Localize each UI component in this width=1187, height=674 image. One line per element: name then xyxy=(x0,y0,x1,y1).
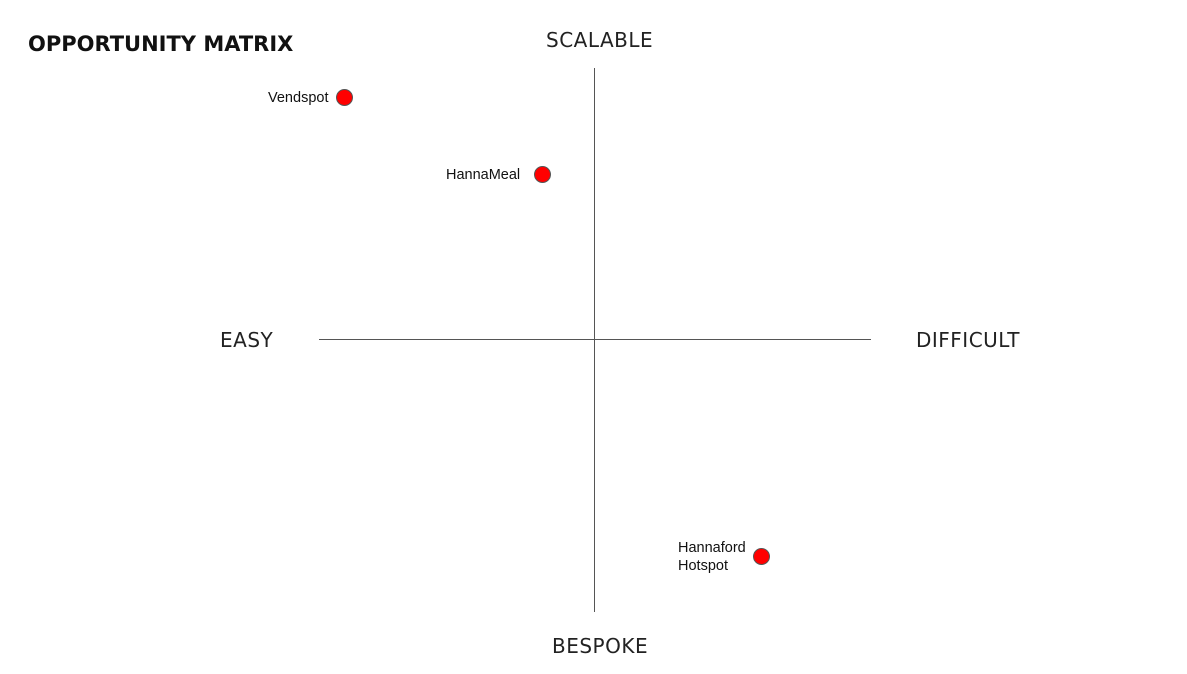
page-title: OPPORTUNITY MATRIX xyxy=(28,32,294,56)
point-label-line: Hannaford xyxy=(678,540,746,556)
point-label-vendspot: Vendspot xyxy=(268,90,329,106)
vertical-axis-line xyxy=(594,68,595,612)
point-label-hannaford-hotspot: Hannaford Hotspot xyxy=(678,539,746,575)
point-label-hannameal: HannaMeal xyxy=(446,167,521,183)
point-marker-hannaford-hotspot[interactable] xyxy=(753,548,770,565)
axis-label-right: DIFFICULT xyxy=(916,328,1020,352)
point-label-line: Hotspot xyxy=(678,558,728,574)
point-marker-vendspot[interactable] xyxy=(336,89,353,106)
point-marker-hannameal[interactable] xyxy=(534,166,551,183)
axis-label-top: SCALABLE xyxy=(546,28,654,52)
axis-label-left: EASY xyxy=(220,328,274,352)
axis-label-bottom: BESPOKE xyxy=(552,634,649,658)
horizontal-axis-line xyxy=(319,339,871,340)
